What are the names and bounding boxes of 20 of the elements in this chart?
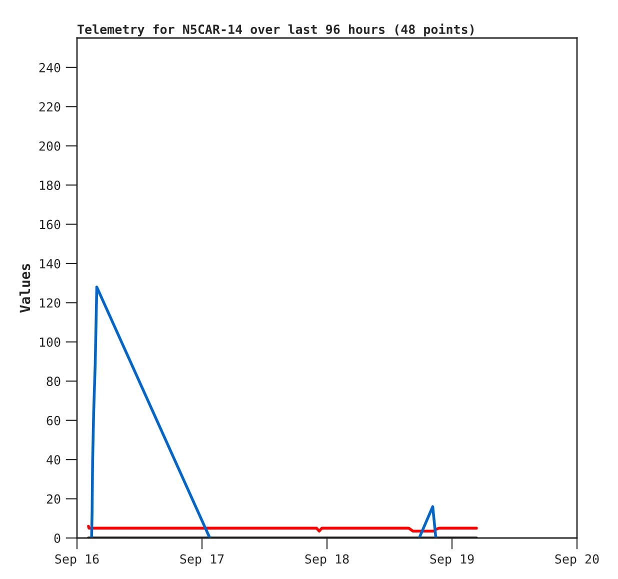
y-tick-label: 200	[39, 141, 60, 151]
chart-title: Telemetry for N5CAR-14 over last 96 hours (48 points)	[78, 24, 474, 36]
y-tick-label: 120	[40, 298, 60, 308]
y-tick-label: 100	[40, 337, 60, 347]
y-tick-label: 220	[39, 102, 60, 112]
y-tick-label: 80	[46, 376, 60, 386]
y-tick-label: 40	[46, 455, 60, 465]
y-tick-label: 20	[46, 494, 60, 504]
y-tick-label: 180	[40, 180, 60, 190]
x-tick-label: Sep 19	[430, 554, 474, 566]
x-tick-label: Sep 18	[305, 554, 349, 566]
y-tick-label: 60	[46, 416, 60, 426]
x-tick-label: Sep 17	[180, 554, 224, 566]
x-tick-label: Sep 20	[555, 554, 599, 566]
y-tick-label: 160	[40, 220, 60, 230]
y-axis-title: Values	[19, 264, 30, 313]
y-tick-label: 240	[39, 62, 60, 72]
y-tick-label: 0	[54, 534, 60, 543]
x-tick-label: Sep 16	[55, 554, 99, 566]
y-tick-label: 140	[40, 258, 60, 268]
